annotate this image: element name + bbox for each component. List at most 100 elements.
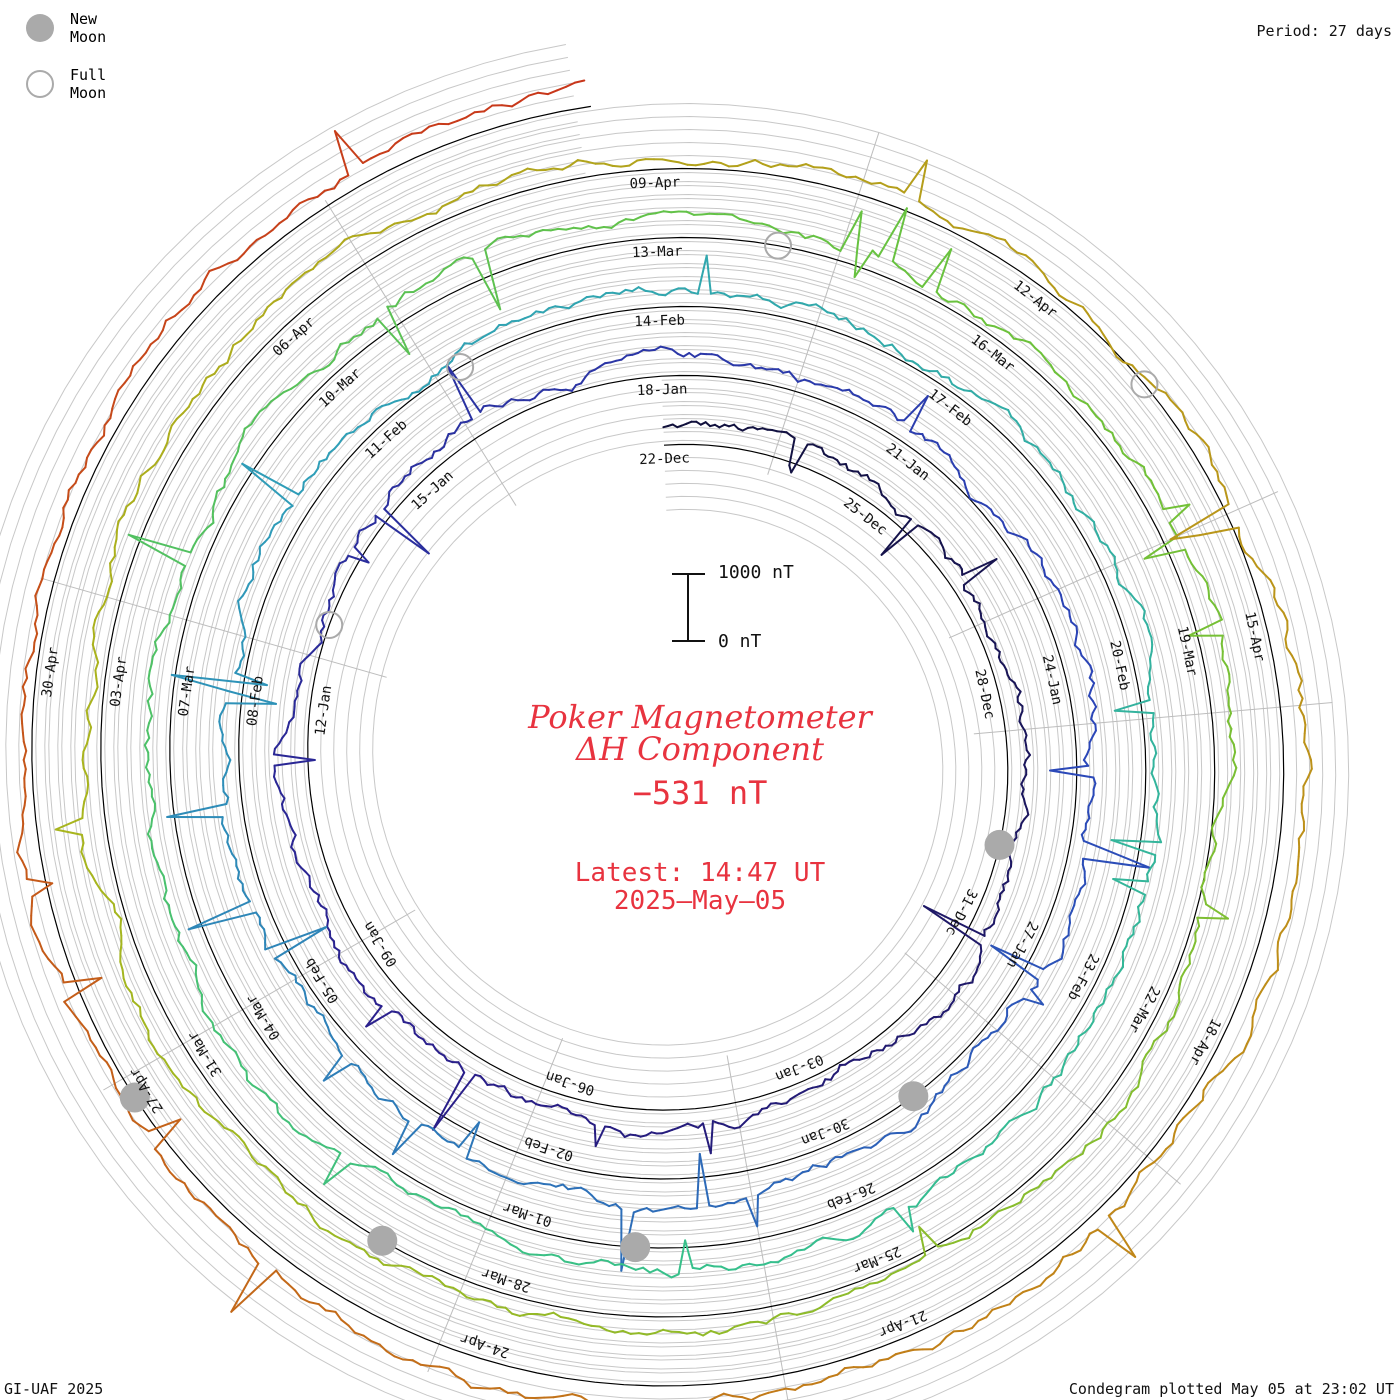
- trace-segment: [466, 1215, 475, 1223]
- trace-segment: [670, 1273, 680, 1279]
- trace-segment: [911, 1259, 921, 1265]
- trace-segment: [543, 1311, 555, 1316]
- trace-segment: [1276, 941, 1279, 953]
- trace-segment: [1194, 925, 1201, 935]
- trace-segment: [181, 1086, 191, 1094]
- trace-segment: [175, 1177, 186, 1185]
- trace-segment: [807, 1164, 814, 1172]
- trace-segment: [841, 388, 851, 392]
- trace-segment: [1153, 486, 1160, 496]
- trace-segment: [347, 1324, 356, 1334]
- trace-segment: [1004, 1014, 1009, 1023]
- trace-segment: [326, 1230, 336, 1237]
- trace-segment: [555, 85, 567, 92]
- trace-segment: [459, 342, 466, 351]
- trace-segment: [169, 911, 174, 921]
- trace-segment: [1092, 776, 1097, 785]
- trace-segment: [561, 164, 572, 171]
- trace-segment: [1297, 829, 1305, 840]
- trace-segment: [298, 1132, 308, 1138]
- trace-segment: [1084, 1232, 1091, 1244]
- trace-segment: [25, 878, 54, 885]
- trace-segment: [92, 626, 96, 638]
- trace-segment: [521, 1251, 531, 1256]
- trace-segment: [385, 1350, 396, 1358]
- trace-segment: [50, 542, 56, 554]
- trace-segment: [357, 1164, 368, 1168]
- trace-segment: [390, 1178, 398, 1187]
- trace-segment: [454, 348, 462, 355]
- trace-segment: [119, 926, 123, 937]
- trace-segment: [81, 833, 85, 845]
- trace-segment: [177, 931, 181, 942]
- trace-segment: [364, 1075, 369, 1084]
- trace-segment: [447, 432, 456, 436]
- trace-segment: [836, 1367, 846, 1376]
- trace-segment: [994, 403, 1003, 409]
- trace-segment: [38, 941, 44, 952]
- trace-segment: [845, 317, 853, 325]
- trace-segment: [285, 504, 294, 511]
- trace-segment: [1226, 712, 1232, 723]
- grid-ring: [18, 95, 1298, 1400]
- trace-segment: [445, 433, 450, 442]
- trace-segment: [1006, 531, 1016, 536]
- trace-segment: [375, 405, 384, 411]
- trace-segment: [827, 1373, 839, 1379]
- trace-segment: [271, 222, 281, 231]
- trace-segment: [218, 262, 229, 269]
- trace-segment: [341, 432, 348, 440]
- trace-segment: [1276, 604, 1285, 614]
- trace-segment: [305, 1135, 314, 1142]
- trace-segment: [241, 621, 246, 632]
- trace-segment: [1047, 961, 1056, 967]
- grid-ring: [83, 159, 1233, 1335]
- trace-segment: [328, 447, 336, 454]
- trace-segment: [193, 1197, 205, 1204]
- trace-segment: [1087, 799, 1093, 808]
- trace-segment: [743, 1117, 750, 1124]
- trace-segment: [478, 1160, 486, 1167]
- trace-segment: [876, 1278, 886, 1284]
- trace-segment: [316, 189, 326, 198]
- trace-segment: [971, 1319, 980, 1330]
- trace-segment: [182, 405, 190, 414]
- trace-segment: [779, 163, 790, 168]
- trace-segment: [86, 1030, 92, 1042]
- trace-segment: [1020, 535, 1029, 541]
- trace-segment: [114, 911, 123, 920]
- trace-segment: [384, 1099, 394, 1103]
- trace-segment: [1053, 287, 1061, 297]
- trace-segment: [1012, 1201, 1022, 1207]
- trace-segment: [436, 1132, 444, 1139]
- trace-segment: [517, 317, 526, 322]
- trace-segment: [237, 600, 241, 610]
- trace-segment: [784, 1387, 797, 1391]
- trace-segment: [637, 1332, 648, 1336]
- trace-segment: [1035, 1100, 1040, 1110]
- trace-segment: [91, 874, 98, 884]
- trace-segment: [151, 847, 155, 857]
- trace-segment: [1064, 491, 1074, 497]
- trace-segment: [340, 1238, 351, 1244]
- trace-segment: [946, 1172, 955, 1178]
- trace-segment: [201, 1010, 209, 1018]
- trace-segment: [391, 1123, 423, 1156]
- trace-segment: [1039, 1277, 1048, 1287]
- trace-segment: [1067, 1049, 1076, 1056]
- trace-segment: [1169, 503, 1230, 541]
- trace-segment: [1152, 805, 1159, 816]
- trace-segment: [972, 1226, 982, 1231]
- trace-segment: [420, 125, 431, 134]
- trace-segment: [985, 323, 996, 328]
- trace-segment: [1182, 1111, 1191, 1120]
- trace-segment: [543, 1253, 553, 1257]
- trace-segment: [825, 1297, 835, 1304]
- trace-segment: [696, 254, 708, 295]
- trace-segment: [1096, 534, 1102, 543]
- trace-segment: [561, 1393, 574, 1397]
- trace-segment: [1021, 339, 1032, 344]
- trace-segment: [249, 238, 258, 248]
- trace-segment: [533, 392, 540, 400]
- trace-segment: [979, 944, 983, 953]
